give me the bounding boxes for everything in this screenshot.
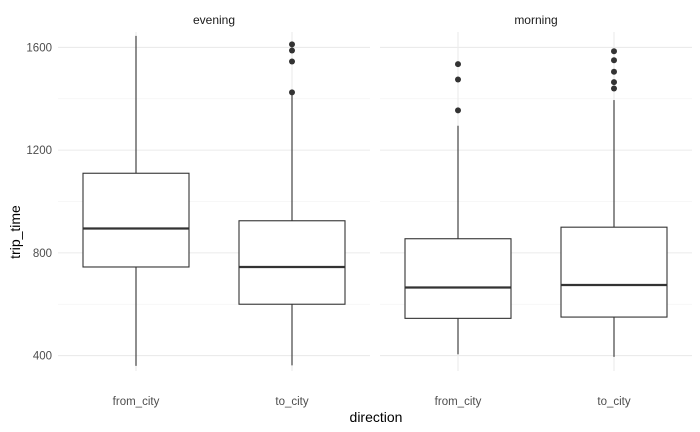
box-evening-from_city: [82, 35, 190, 366]
y-axis-ticks: 400 800 1200 1600: [26, 42, 52, 362]
facet-title-morning: morning: [514, 13, 557, 27]
outlier-point: [611, 79, 617, 86]
outlier-point: [455, 107, 461, 114]
x-tick-label: to_city: [275, 396, 308, 408]
x-axis-ticks: from_city to_city from_city to_city: [113, 396, 631, 408]
box-iqr: [560, 226, 668, 318]
x-tick-label: from_city: [435, 396, 482, 408]
y-tick-label: 400: [33, 351, 52, 363]
boxes-layer: [82, 35, 668, 366]
outlier-point: [611, 48, 617, 55]
y-tick-label: 1600: [26, 42, 52, 54]
facet-titles: evening morning: [193, 13, 558, 27]
y-tick-label: 800: [33, 248, 52, 260]
outlier-point: [611, 68, 617, 75]
x-axis-title: direction: [350, 409, 403, 425]
x-tick-label: from_city: [113, 396, 160, 408]
box-iqr: [238, 220, 346, 305]
outlier-point: [455, 61, 461, 68]
outlier-point: [289, 89, 295, 96]
box-iqr: [82, 172, 190, 268]
y-axis-title: trip_time: [7, 205, 23, 259]
facet-title-evening: evening: [193, 13, 235, 27]
box-morning-from_city: [404, 61, 512, 355]
box-iqr: [404, 238, 512, 319]
outlier-point: [289, 58, 295, 65]
y-tick-label: 1200: [26, 145, 52, 157]
outlier-point: [289, 41, 295, 48]
outlier-point: [611, 57, 617, 64]
box-evening-to_city: [238, 41, 346, 366]
outlier-point: [289, 47, 295, 54]
x-tick-label: to_city: [597, 396, 630, 408]
box-morning-to_city: [560, 48, 668, 357]
outlier-point: [611, 85, 617, 92]
outlier-point: [455, 76, 461, 83]
